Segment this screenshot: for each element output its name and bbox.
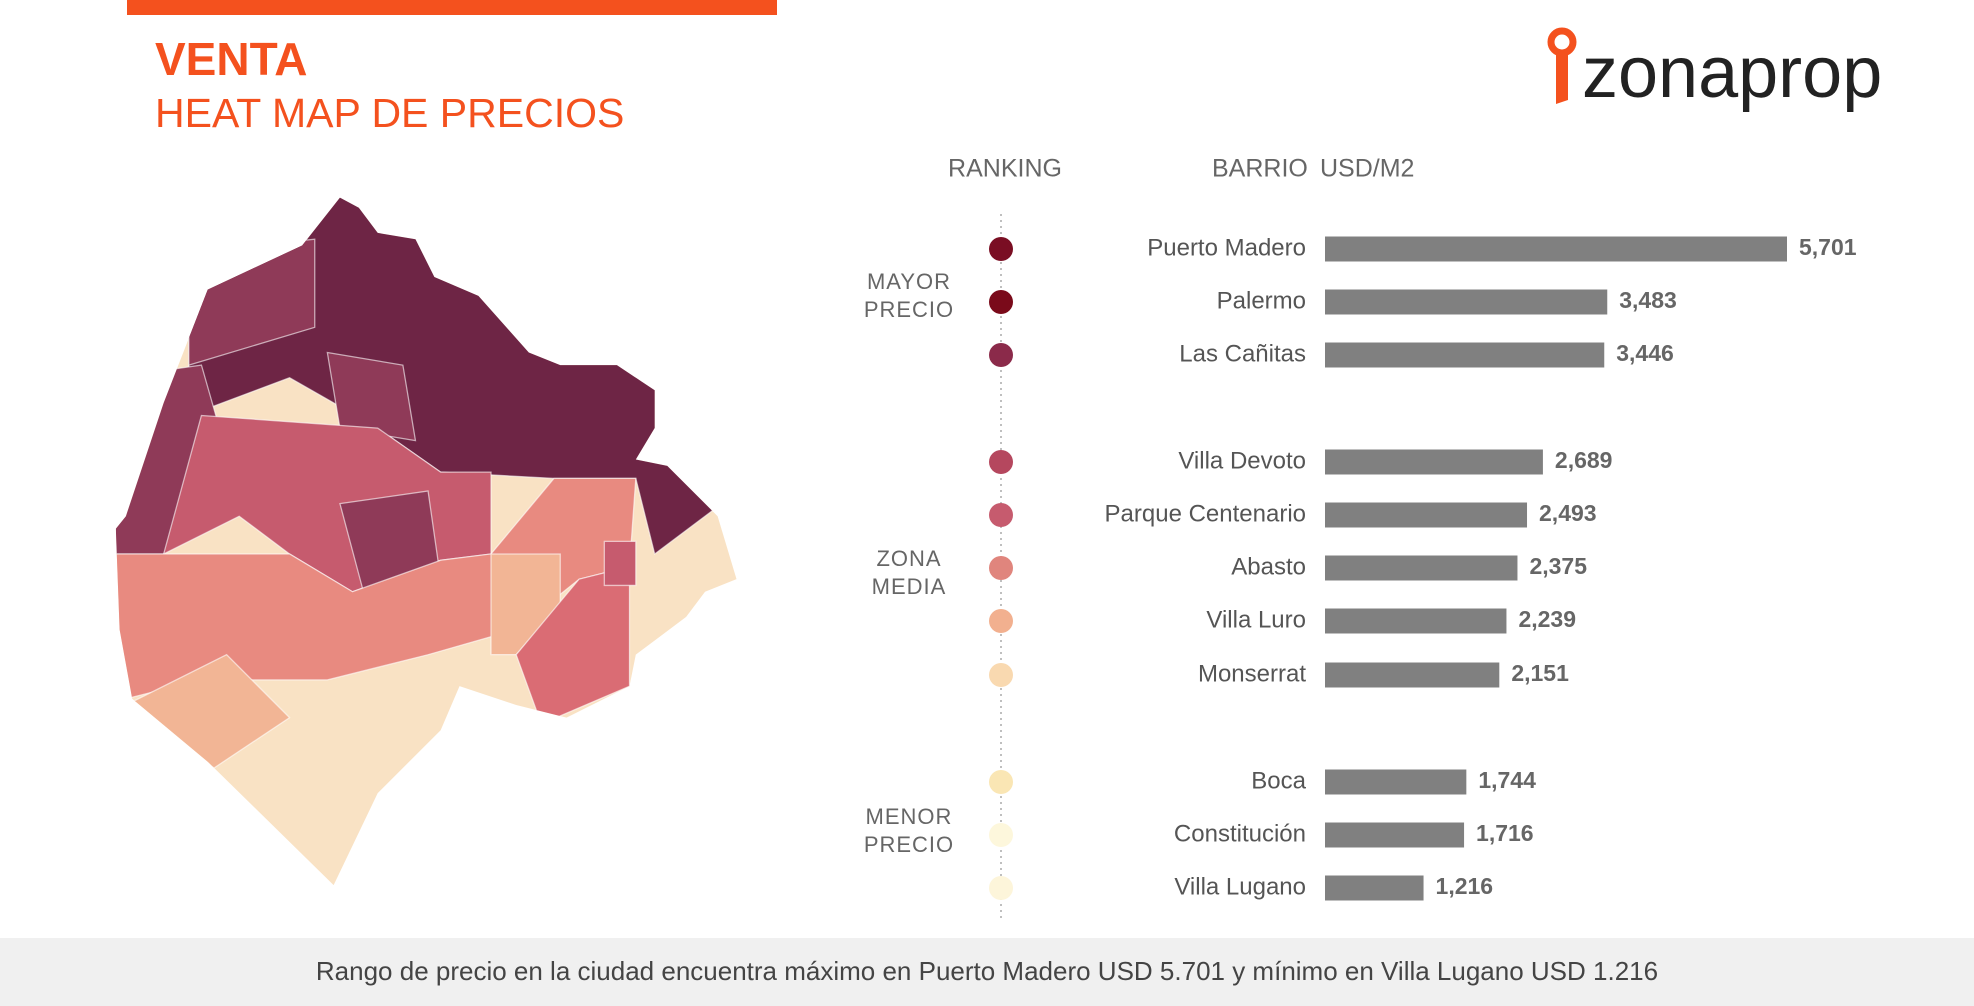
map-region bbox=[603, 540, 637, 587]
rank-dot bbox=[989, 770, 1013, 794]
category-label: Puerto Madero bbox=[1147, 234, 1306, 261]
category-label: Abasto bbox=[1231, 553, 1306, 580]
bar bbox=[1325, 875, 1424, 901]
value-label: 1,216 bbox=[1436, 873, 1494, 899]
rank-dot bbox=[989, 290, 1013, 314]
bar bbox=[1325, 449, 1543, 475]
value-label: 3,483 bbox=[1619, 287, 1677, 313]
rank-dot bbox=[989, 876, 1013, 900]
category-header: BARRIO bbox=[1212, 155, 1308, 183]
rank-dot bbox=[989, 663, 1013, 687]
category-label: Boca bbox=[1251, 767, 1306, 794]
value-label: 2,239 bbox=[1518, 606, 1576, 632]
bar bbox=[1325, 289, 1608, 315]
logo: zonaprop bbox=[1547, 27, 1882, 113]
bar bbox=[1325, 822, 1465, 848]
top-bar bbox=[127, 0, 777, 15]
bar bbox=[1325, 662, 1500, 688]
group-label: MAYOR bbox=[867, 269, 951, 294]
bar bbox=[1325, 555, 1518, 581]
value-label: 2,151 bbox=[1511, 660, 1569, 686]
value-label: 2,689 bbox=[1555, 447, 1613, 473]
value-label: 3,446 bbox=[1616, 340, 1674, 366]
footer-band bbox=[0, 938, 1974, 1006]
logo-text: zonaprop bbox=[1582, 33, 1882, 113]
title: VENTA bbox=[155, 33, 308, 85]
rank-dot bbox=[989, 450, 1013, 474]
category-label: Parque Centenario bbox=[1105, 500, 1306, 527]
category-label: Monserrat bbox=[1198, 660, 1306, 687]
value-header: USD/M2 bbox=[1320, 155, 1414, 183]
category-label: Palermo bbox=[1217, 287, 1306, 314]
bar bbox=[1325, 502, 1528, 528]
group-label: PRECIO bbox=[864, 832, 954, 857]
bar bbox=[1325, 236, 1787, 262]
rank-dot bbox=[989, 823, 1013, 847]
value-label: 2,493 bbox=[1539, 500, 1597, 526]
category-label: Las Cañitas bbox=[1179, 340, 1306, 367]
rank-dot bbox=[989, 503, 1013, 527]
logo-key bbox=[1547, 27, 1577, 57]
map-region bbox=[115, 477, 637, 706]
map-region bbox=[326, 351, 417, 442]
group-label: MENOR bbox=[866, 804, 953, 829]
bar bbox=[1325, 608, 1507, 634]
logo-key-stem bbox=[1556, 55, 1568, 104]
ranking-header: RANKING bbox=[948, 155, 1062, 183]
value-label: 5,701 bbox=[1799, 234, 1857, 260]
map bbox=[115, 197, 737, 886]
group-label: PRECIO bbox=[864, 297, 954, 322]
rank-dot bbox=[989, 556, 1013, 580]
group-label: MEDIA bbox=[872, 574, 947, 599]
category-label: Constitución bbox=[1174, 820, 1306, 847]
rank-dot bbox=[989, 609, 1013, 633]
footer: Rango de precio en la ciudad encuentra m… bbox=[316, 956, 1658, 986]
rank-dot bbox=[989, 343, 1013, 367]
category-label: Villa Lugano bbox=[1174, 873, 1306, 900]
bar bbox=[1325, 342, 1605, 368]
value-label: 1,744 bbox=[1478, 767, 1536, 793]
value-label: 2,375 bbox=[1529, 553, 1587, 579]
category-label: Villa Devoto bbox=[1178, 447, 1306, 474]
subtitle: HEAT MAP DE PRECIOS bbox=[155, 90, 624, 136]
rank-dot bbox=[989, 237, 1013, 261]
bar bbox=[1325, 769, 1467, 795]
category-label: Villa Luro bbox=[1206, 606, 1306, 633]
value-label: 1,716 bbox=[1476, 820, 1534, 846]
group-label: ZONA bbox=[876, 546, 941, 571]
